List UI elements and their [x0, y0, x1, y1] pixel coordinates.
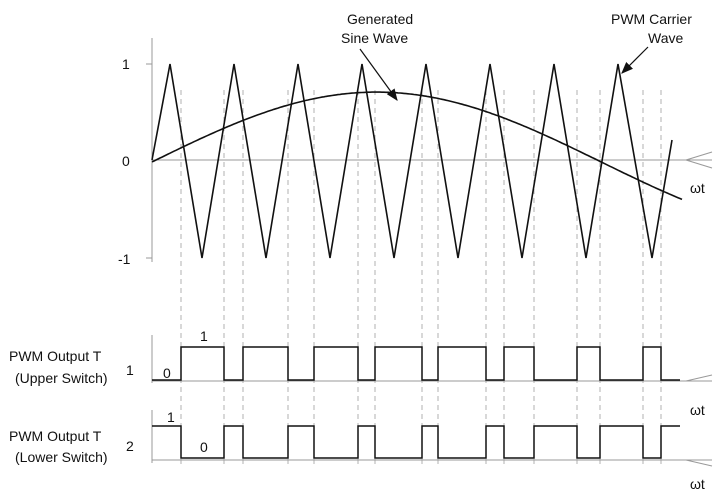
upper-output-label-line1: PWM Output T	[9, 348, 102, 364]
pwm-carrier-wave	[151, 63, 673, 259]
lower-output-label-line2: (Lower Switch)	[15, 449, 108, 465]
lower-high-label: 1	[167, 409, 175, 425]
upper-output-subscript: 1	[126, 362, 134, 378]
lower-switch-pwm-signal	[152, 425, 680, 459]
top-axis-end-mark-2	[685, 159, 713, 169]
generated-label-arrow	[359, 48, 398, 101]
carrier-label-arrow	[621, 46, 649, 74]
upper-high-label: 1	[200, 328, 208, 344]
lower-output-subscript: 2	[126, 438, 134, 454]
tick-label-zero: 0	[122, 153, 130, 169]
carrier-label-line2: Wave	[648, 30, 683, 46]
omega-t-label-bot: ωt	[690, 476, 705, 492]
generated-sine-wave	[151, 91, 683, 201]
generated-label-line1: Generated	[347, 11, 413, 27]
tick-label-neg1: -1	[118, 251, 131, 267]
lower-low-label: 0	[200, 439, 208, 455]
upper-output-label-line2: (Upper Switch)	[15, 370, 108, 386]
transition-guide-lines	[180, 90, 662, 465]
top-axis-end-mark	[685, 151, 713, 161]
upper-axis-end-mark	[685, 374, 713, 382]
omega-t-label-mid: ωt	[690, 402, 705, 418]
lower-output-label-line1: PWM Output T	[9, 428, 102, 444]
omega-t-label-top: ωt	[690, 180, 705, 196]
upper-switch-pwm-signal	[152, 346, 680, 381]
carrier-label-line1: PWM Carrier	[611, 11, 692, 27]
generated-label-line2: Sine Wave	[341, 30, 408, 46]
lower-axis-end-mark	[685, 459, 713, 467]
tick-label-pos1: 1	[122, 56, 130, 72]
upper-low-label: 0	[163, 365, 171, 381]
